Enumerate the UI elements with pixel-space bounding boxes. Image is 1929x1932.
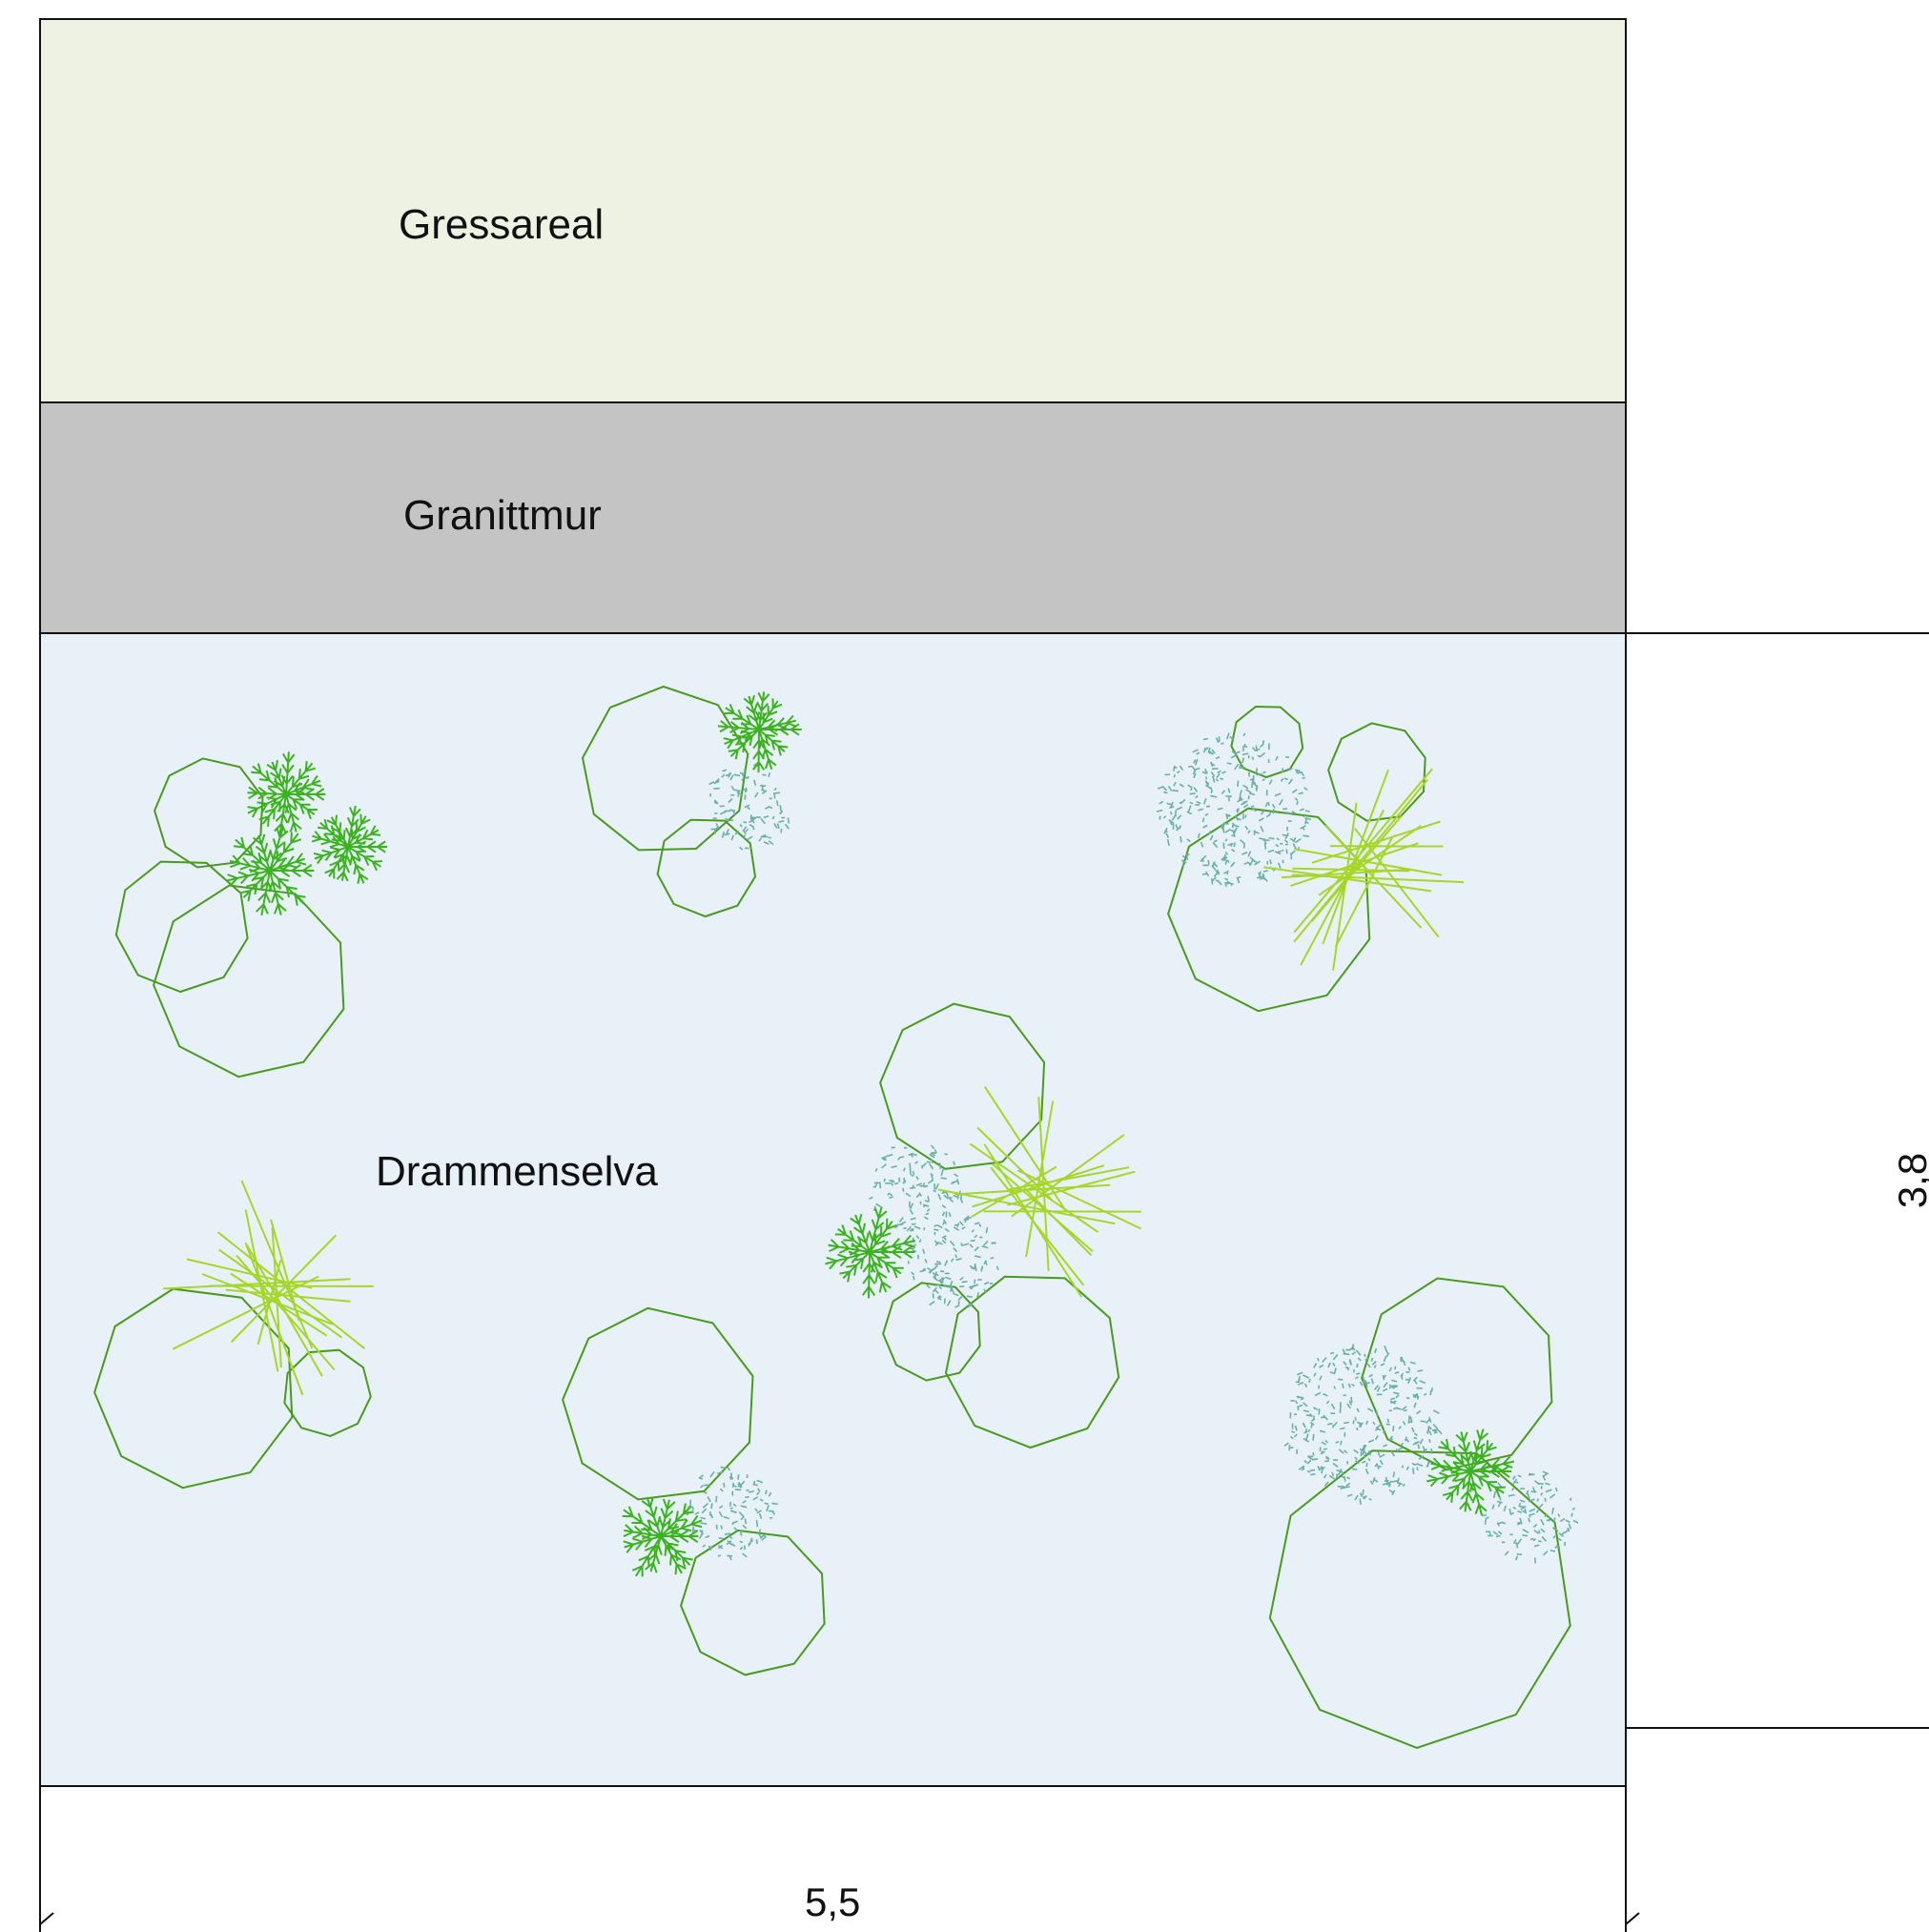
shrub-outline-icon bbox=[882, 1282, 981, 1382]
shrub-outline-icon bbox=[1268, 1449, 1571, 1749]
dots-stroke bbox=[1283, 1344, 1443, 1506]
shrub-outline-icon bbox=[1230, 705, 1304, 779]
shrub-outline-icon bbox=[154, 757, 264, 869]
height-dimension-label: 3,8 bbox=[1890, 1153, 1929, 1208]
shrub-outline-icon bbox=[93, 1287, 294, 1490]
shrub-outline-icon bbox=[562, 1306, 754, 1501]
dots-stroke bbox=[1156, 732, 1311, 887]
fern-stroke bbox=[247, 751, 326, 834]
fern-plant-icon bbox=[1426, 1428, 1515, 1516]
dotted-groundcover-icon bbox=[1283, 1344, 1443, 1506]
shrub-outline-icon bbox=[581, 685, 749, 852]
width-dimension-label: 5,5 bbox=[805, 1880, 860, 1924]
dotted-groundcover-icon bbox=[869, 1144, 964, 1232]
river-zone bbox=[39, 632, 1627, 1787]
dotted-groundcover-icon bbox=[708, 763, 790, 851]
shrub-outline-icon bbox=[153, 884, 345, 1079]
spiky-grass-icon bbox=[1263, 768, 1465, 971]
spiky-stroke bbox=[1263, 768, 1465, 971]
shrub-outline-icon bbox=[283, 1348, 372, 1437]
shrub-outline-icon bbox=[1327, 722, 1426, 822]
fern-stroke bbox=[717, 691, 802, 773]
dotted-groundcover-icon bbox=[1156, 732, 1311, 887]
dots-stroke bbox=[685, 1466, 778, 1561]
dotted-groundcover-icon bbox=[685, 1466, 778, 1561]
shrub-outline-icon bbox=[879, 1002, 1046, 1170]
dimension-tick-left bbox=[39, 1912, 54, 1925]
fern-plant-icon bbox=[247, 751, 326, 834]
fern-stroke bbox=[622, 1496, 703, 1577]
fern-stroke bbox=[1426, 1428, 1515, 1516]
dots-stroke bbox=[1482, 1470, 1579, 1564]
spiky-grass-icon bbox=[162, 1180, 374, 1396]
shrub-outline-icon bbox=[1361, 1277, 1553, 1471]
spiky-stroke bbox=[937, 1086, 1141, 1298]
dots-stroke bbox=[869, 1144, 964, 1232]
river-label: Drammenselva bbox=[376, 1148, 658, 1195]
granite-wall-zone bbox=[39, 401, 1627, 634]
fern-plant-icon bbox=[622, 1496, 703, 1577]
dotted-groundcover-icon bbox=[1482, 1470, 1579, 1564]
grass-zone bbox=[39, 18, 1627, 403]
fern-stroke bbox=[226, 826, 315, 916]
plant-symbols bbox=[93, 685, 1579, 1749]
fern-stroke bbox=[311, 805, 388, 884]
fern-plant-icon bbox=[226, 826, 315, 916]
granite-wall-label: Granittmur bbox=[403, 492, 602, 539]
shrub-outline-icon bbox=[680, 1529, 826, 1676]
fern-plant-icon bbox=[311, 805, 388, 884]
spiky-stroke bbox=[162, 1180, 374, 1396]
fern-stroke bbox=[825, 1206, 915, 1299]
grass-zone-label: Gressareal bbox=[399, 201, 604, 248]
shrub-outline-icon bbox=[114, 860, 249, 994]
dimension-tick-right bbox=[1625, 1912, 1640, 1925]
shrub-outline-icon bbox=[944, 1275, 1120, 1449]
fern-plant-icon bbox=[825, 1206, 915, 1299]
fern-plant-icon bbox=[717, 691, 802, 773]
spiky-grass-icon bbox=[937, 1086, 1141, 1298]
dots-stroke bbox=[708, 763, 790, 851]
